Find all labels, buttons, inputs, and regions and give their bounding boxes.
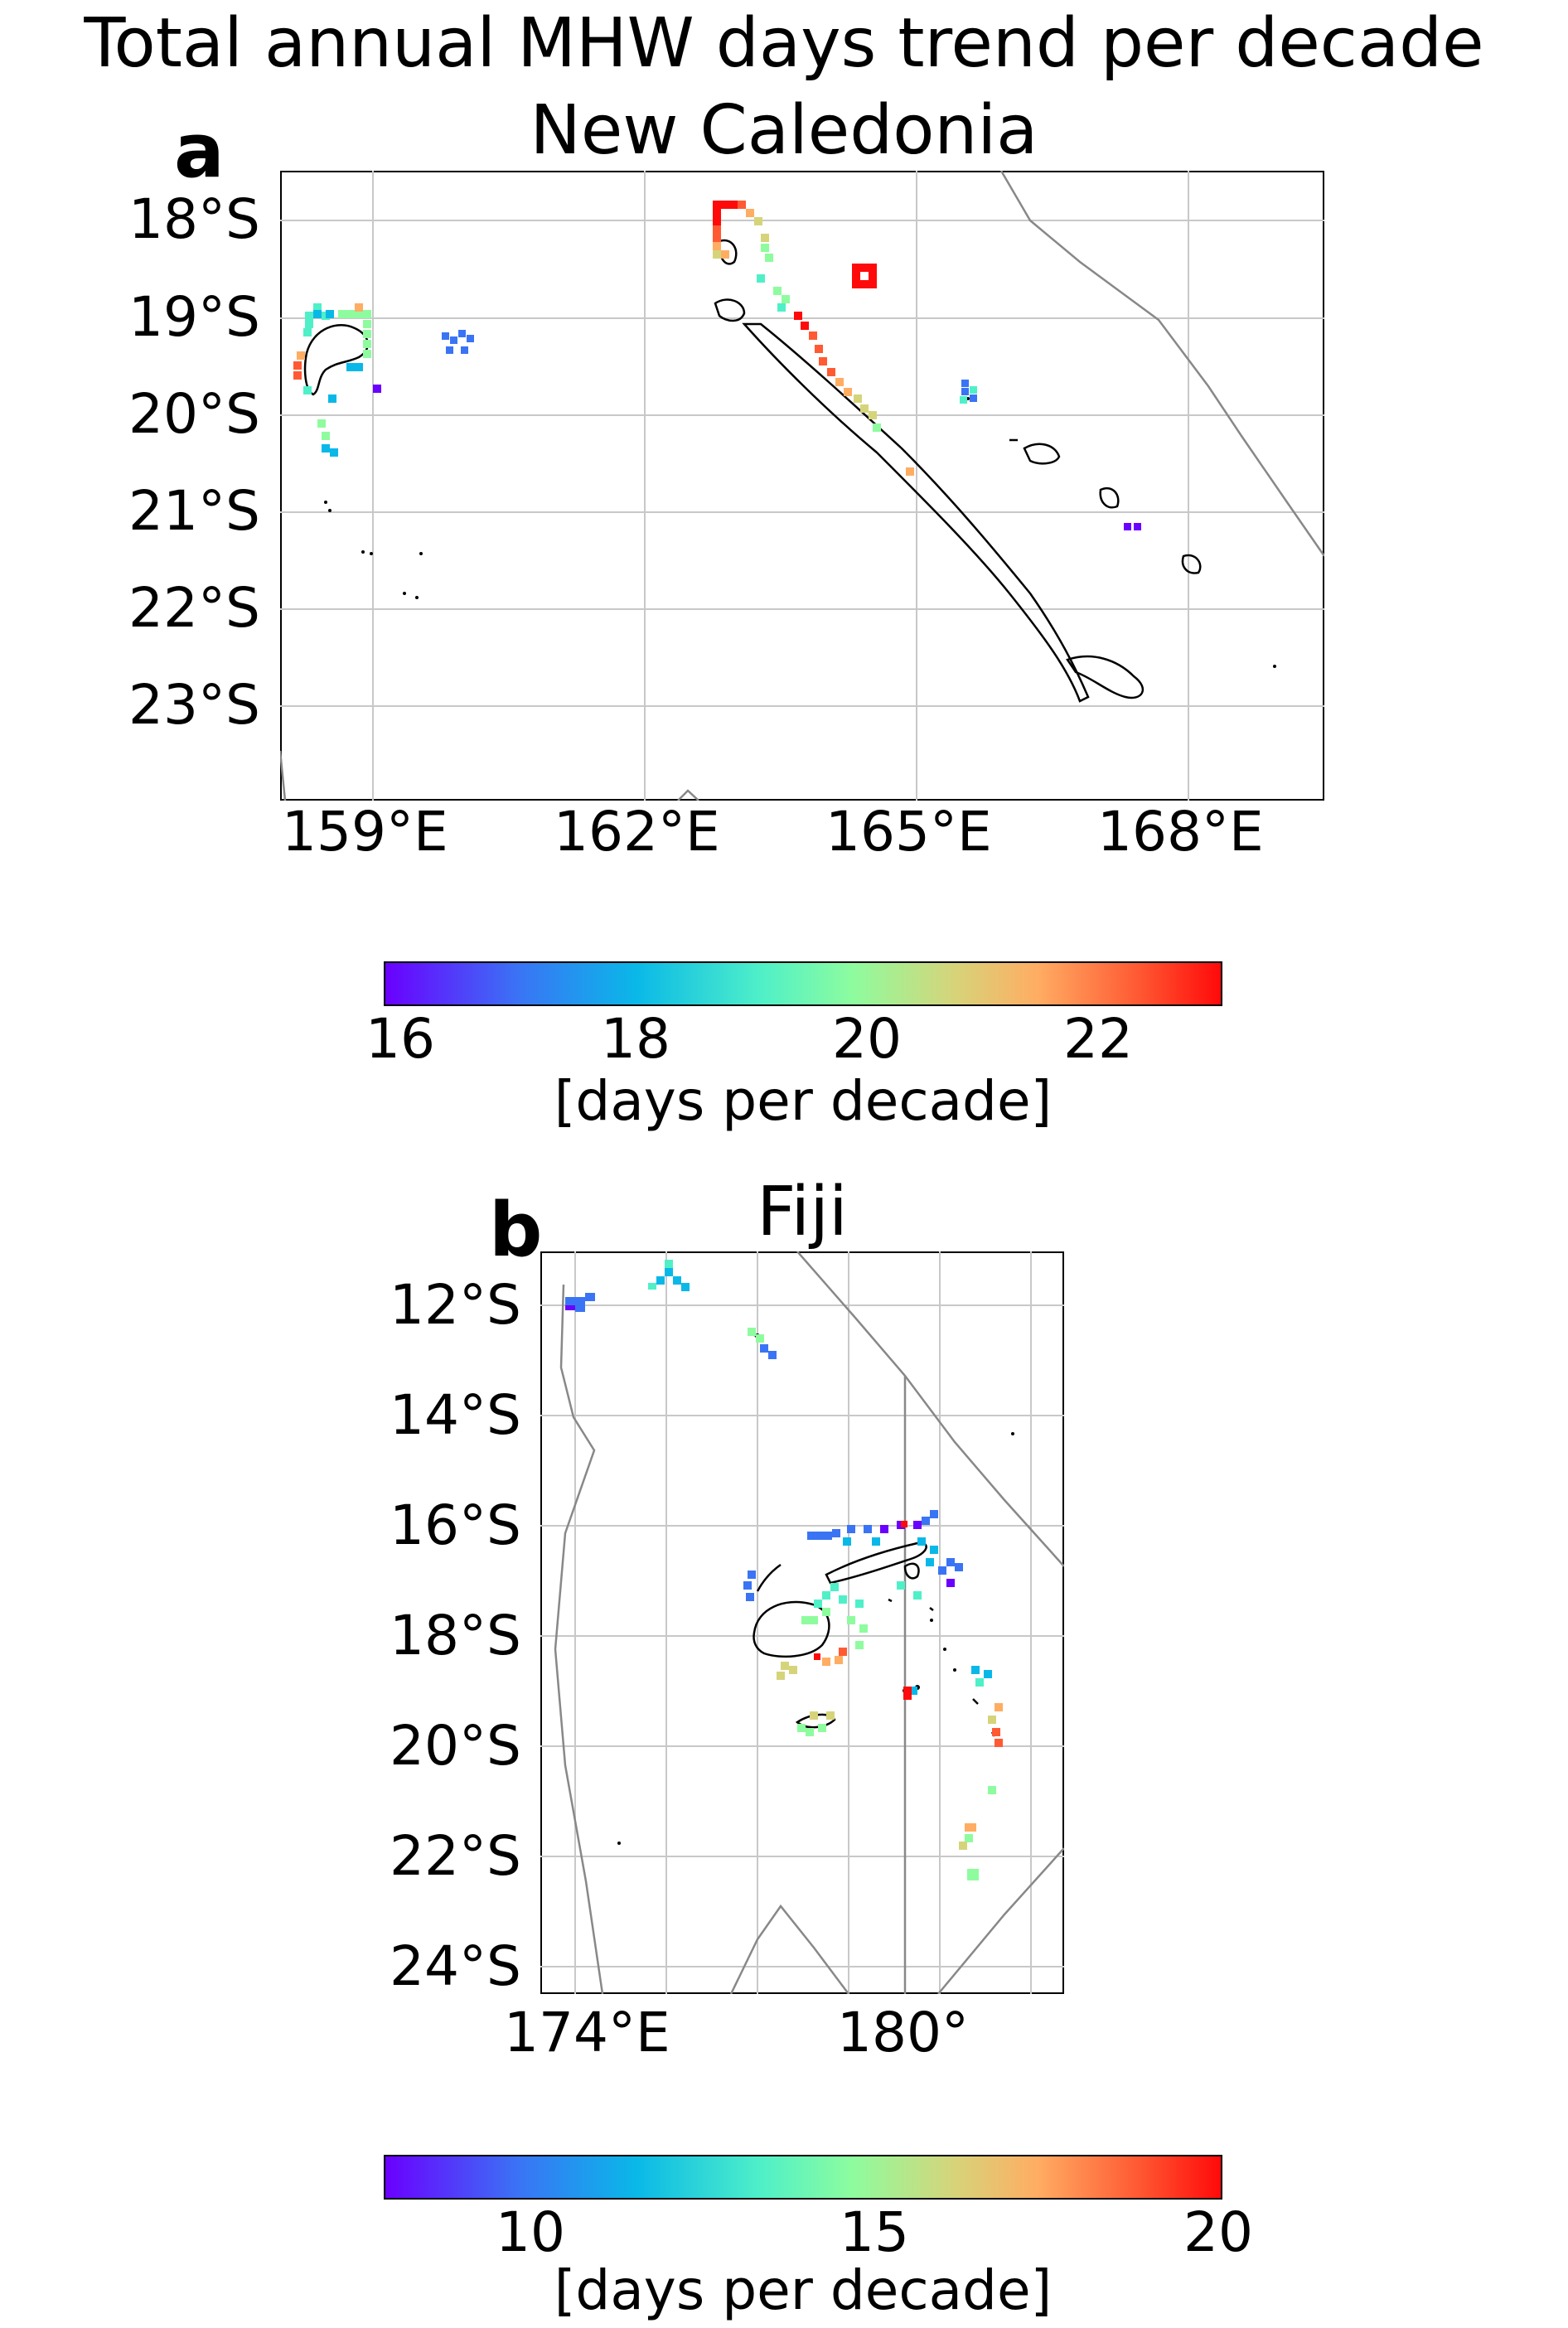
- map-fiji: [540, 1251, 1064, 1994]
- y-tick-label: 18°S: [128, 187, 260, 251]
- x-tick-label: 162°E: [554, 800, 720, 864]
- y-tick-label: 16°S: [390, 1493, 521, 1557]
- panel-b-title: Fiji: [757, 1173, 848, 1251]
- colorbar-tick: 18: [601, 1007, 670, 1071]
- gridlines: [280, 171, 1324, 801]
- x-tick-label: 168°E: [1097, 800, 1264, 864]
- map-new-caledonia: [280, 171, 1324, 801]
- mhw-trend-cells: [565, 1260, 1003, 1880]
- y-tick-label: 24°S: [390, 1934, 521, 1998]
- map-new-caledonia-canvas: [280, 171, 1324, 801]
- y-tick-label: 21°S: [128, 479, 260, 543]
- y-tick-label: 20°S: [390, 1714, 521, 1778]
- y-tick-label: 20°S: [128, 382, 260, 446]
- colorbar-tick: 16: [365, 1007, 435, 1071]
- figure-title: Total annual MHW days trend per decade: [84, 4, 1484, 83]
- eez-boundary: [280, 171, 1324, 801]
- panel-b-label: b: [489, 1187, 543, 1274]
- y-tick-label: 14°S: [390, 1383, 521, 1447]
- small-islands: [324, 397, 1276, 668]
- panel-a-label: a: [174, 108, 225, 195]
- colorbar-a: [384, 961, 1222, 1006]
- x-tick-label: 165°E: [825, 800, 992, 864]
- y-tick-label: 22°S: [390, 1824, 521, 1888]
- colorbar-tick: 10: [496, 2200, 565, 2264]
- y-tick-label: 22°S: [128, 576, 260, 640]
- eez-boundary: [554, 1251, 1064, 1994]
- y-tick-label: 12°S: [390, 1273, 521, 1337]
- colorbar-a-label: [days per decade]: [554, 1069, 1053, 1133]
- colorbar-b: [384, 2155, 1222, 2200]
- colorbar-tick: 20: [1183, 2200, 1253, 2264]
- coastline: [303, 239, 1202, 703]
- x-tick-label: 180°: [837, 2001, 969, 2064]
- x-tick-label: 159°E: [282, 800, 448, 864]
- colorbar-b-label: [days per decade]: [554, 2258, 1053, 2322]
- colorbar-tick: 15: [840, 2200, 909, 2264]
- y-tick-label: 19°S: [128, 285, 260, 349]
- colorbar-tick: 22: [1063, 1007, 1133, 1071]
- panel-a-title: New Caledonia: [530, 91, 1038, 170]
- map-fiji-canvas: [540, 1251, 1064, 1994]
- y-tick-label: 23°S: [128, 673, 260, 737]
- colorbar-tick: 20: [832, 1007, 902, 1071]
- y-tick-label: 18°S: [390, 1604, 521, 1667]
- x-tick-label: 174°E: [504, 2001, 670, 2064]
- mhw-trend-cells: [293, 201, 1141, 530]
